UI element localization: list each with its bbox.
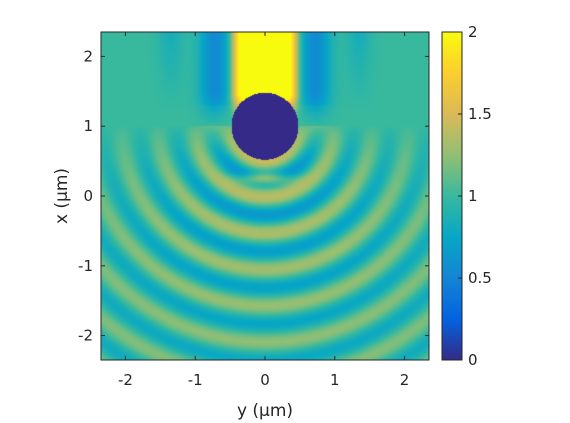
colorbar-tick-group: 0 0.5 1 1.5 2 [458, 23, 492, 369]
colorbar [442, 32, 462, 360]
y-tick-label: -1 [78, 257, 93, 275]
colorbar-tick-label: 1 [468, 187, 478, 205]
colorbar-tick-label: 1.5 [468, 105, 492, 123]
y-tick-label: 2 [83, 47, 93, 65]
heatmap-plot-area [101, 32, 429, 360]
x-tick-label: 0 [260, 371, 270, 389]
y-axis-label: x (μm) [52, 168, 72, 224]
colorbar-tick-label: 2 [468, 23, 478, 41]
x-axis-label: y (μm) [237, 401, 293, 421]
y-tick-group: -2 -1 0 1 2 [78, 47, 429, 345]
x-tick-label: 1 [330, 371, 340, 389]
x-tick-label: -2 [118, 371, 133, 389]
y-tick-label: 1 [83, 117, 93, 135]
colorbar-tick-label: 0.5 [468, 269, 492, 287]
y-tick-label: -2 [78, 327, 93, 345]
x-tick-label: -1 [188, 371, 203, 389]
y-tick-label: 0 [83, 187, 93, 205]
x-tick-group: -2 -1 0 1 2 [118, 32, 409, 389]
colorbar-tick-label: 0 [468, 351, 478, 369]
x-tick-label: 2 [400, 371, 410, 389]
heatmap-image [101, 32, 429, 360]
